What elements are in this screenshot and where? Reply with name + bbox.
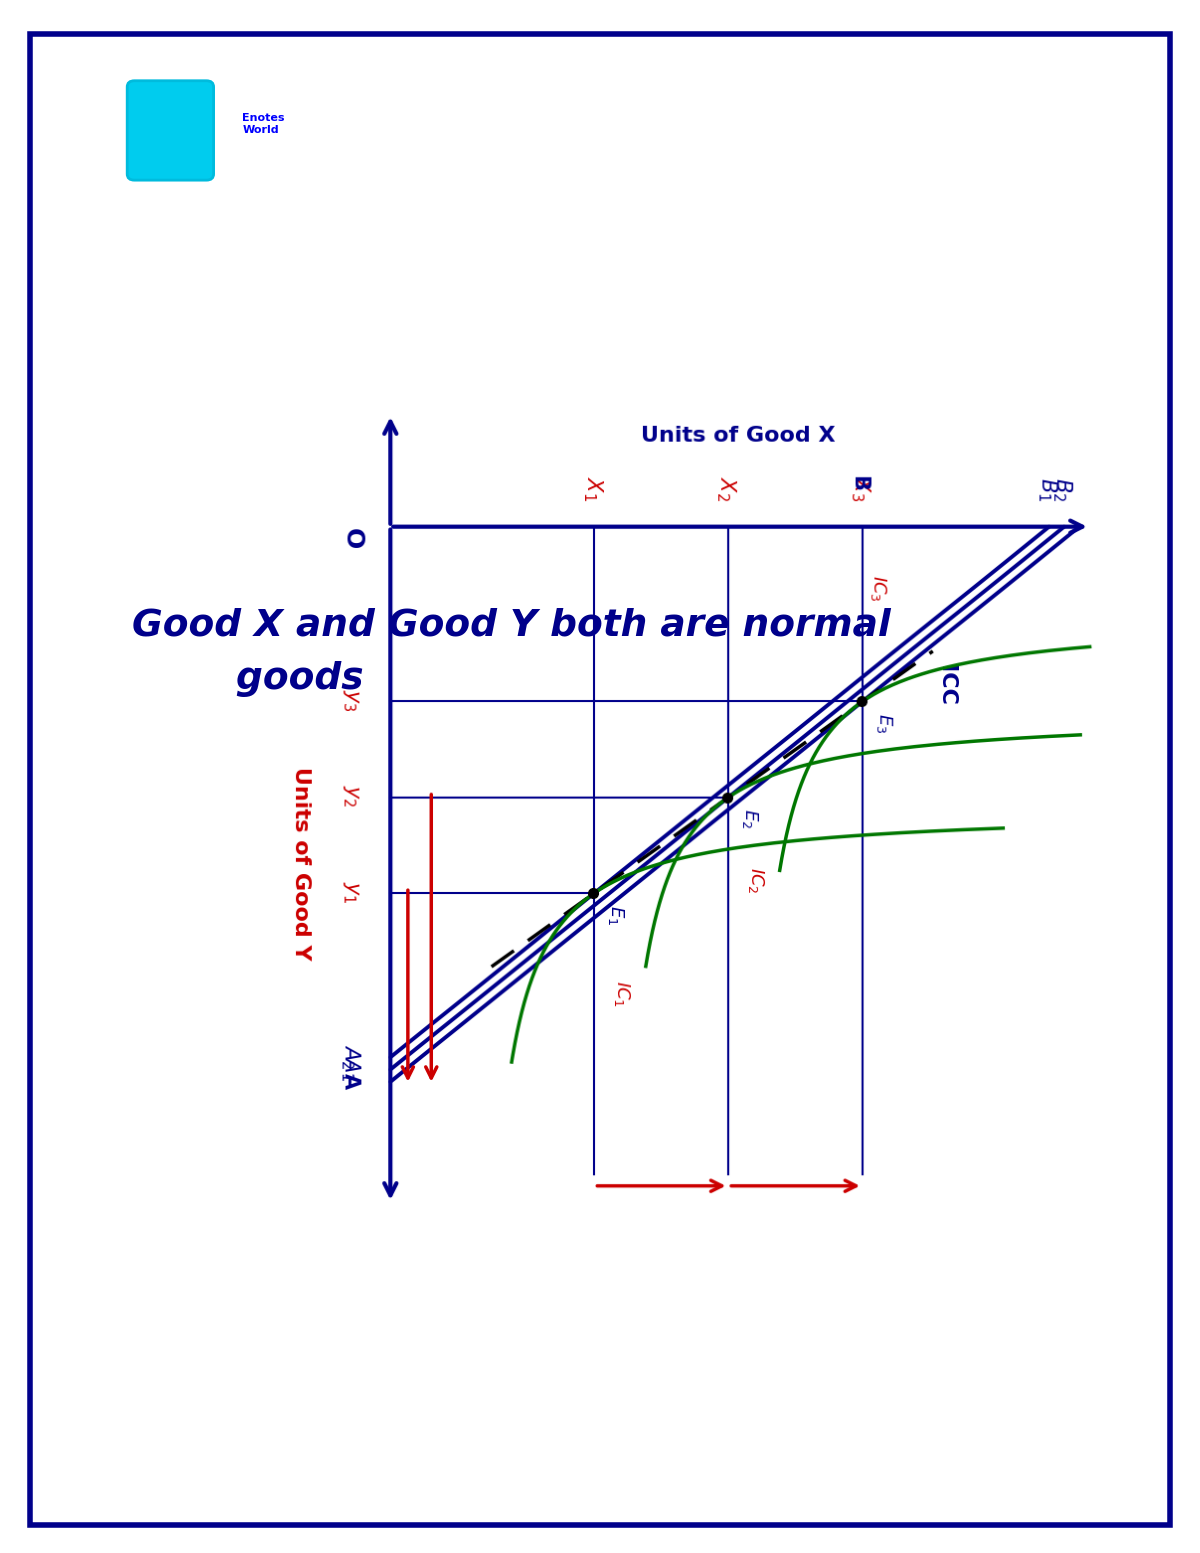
Text: Good X and Good Y both are normal
        goods: Good X and Good Y both are normal goods: [132, 607, 890, 697]
FancyBboxPatch shape: [127, 81, 214, 180]
Text: Enotes
World: Enotes World: [242, 113, 284, 135]
